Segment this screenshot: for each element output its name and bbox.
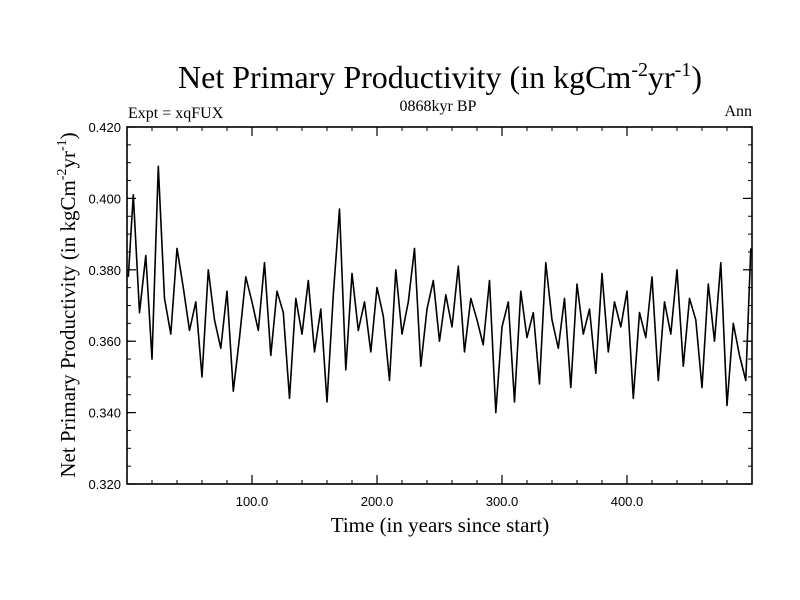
x-tick-label: 300.0 bbox=[486, 494, 519, 509]
axis-ticks bbox=[127, 126, 752, 485]
chart-title: Net Primary Productivity (in kgCm-2yr-1) bbox=[178, 59, 702, 95]
npp-series-line bbox=[127, 165, 752, 414]
title-sup-m1: -1 bbox=[675, 59, 692, 81]
title-close: ) bbox=[691, 59, 702, 95]
y-axis-label: Net Primary Productivity (in kgCm-2yr-1) bbox=[55, 132, 80, 477]
y-tick-label: 0.360 bbox=[88, 334, 121, 349]
ylabel-sup-m2: -2 bbox=[55, 169, 70, 181]
x-tick-label: 400.0 bbox=[611, 494, 644, 509]
y-tick-label: 0.420 bbox=[88, 120, 121, 135]
ylabel-close: ) bbox=[56, 132, 80, 139]
title-sup-m2: -2 bbox=[631, 59, 648, 81]
ylabel-yr: yr bbox=[56, 151, 80, 169]
y-tick-label: 0.320 bbox=[88, 477, 121, 492]
title-yr: yr bbox=[648, 59, 675, 95]
y-tick-label: 0.340 bbox=[88, 406, 121, 421]
title-text: Net Primary Productivity (in kgCm bbox=[178, 59, 631, 95]
x-tick-label: 100.0 bbox=[236, 494, 269, 509]
experiment-label: Expt = xqFUX bbox=[128, 105, 224, 122]
y-tick-label: 0.400 bbox=[88, 191, 121, 206]
ylabel-text: Net Primary Productivity (in kgCm bbox=[56, 180, 80, 477]
x-tick-label: 200.0 bbox=[361, 494, 394, 509]
axis-tick-labels: 0.320 0.340 0.360 0.380 0.400 0.420 100.0 200.0… bbox=[88, 120, 643, 509]
x-axis-label: Time (in years since start) bbox=[331, 513, 550, 537]
period-label: 0868kyr BP bbox=[400, 98, 477, 115]
season-label: Ann bbox=[724, 103, 752, 120]
plot-frame bbox=[126, 126, 753, 485]
ylabel-sup-m1: -1 bbox=[55, 139, 70, 151]
series-group bbox=[127, 165, 752, 414]
y-tick-label: 0.380 bbox=[88, 263, 121, 278]
